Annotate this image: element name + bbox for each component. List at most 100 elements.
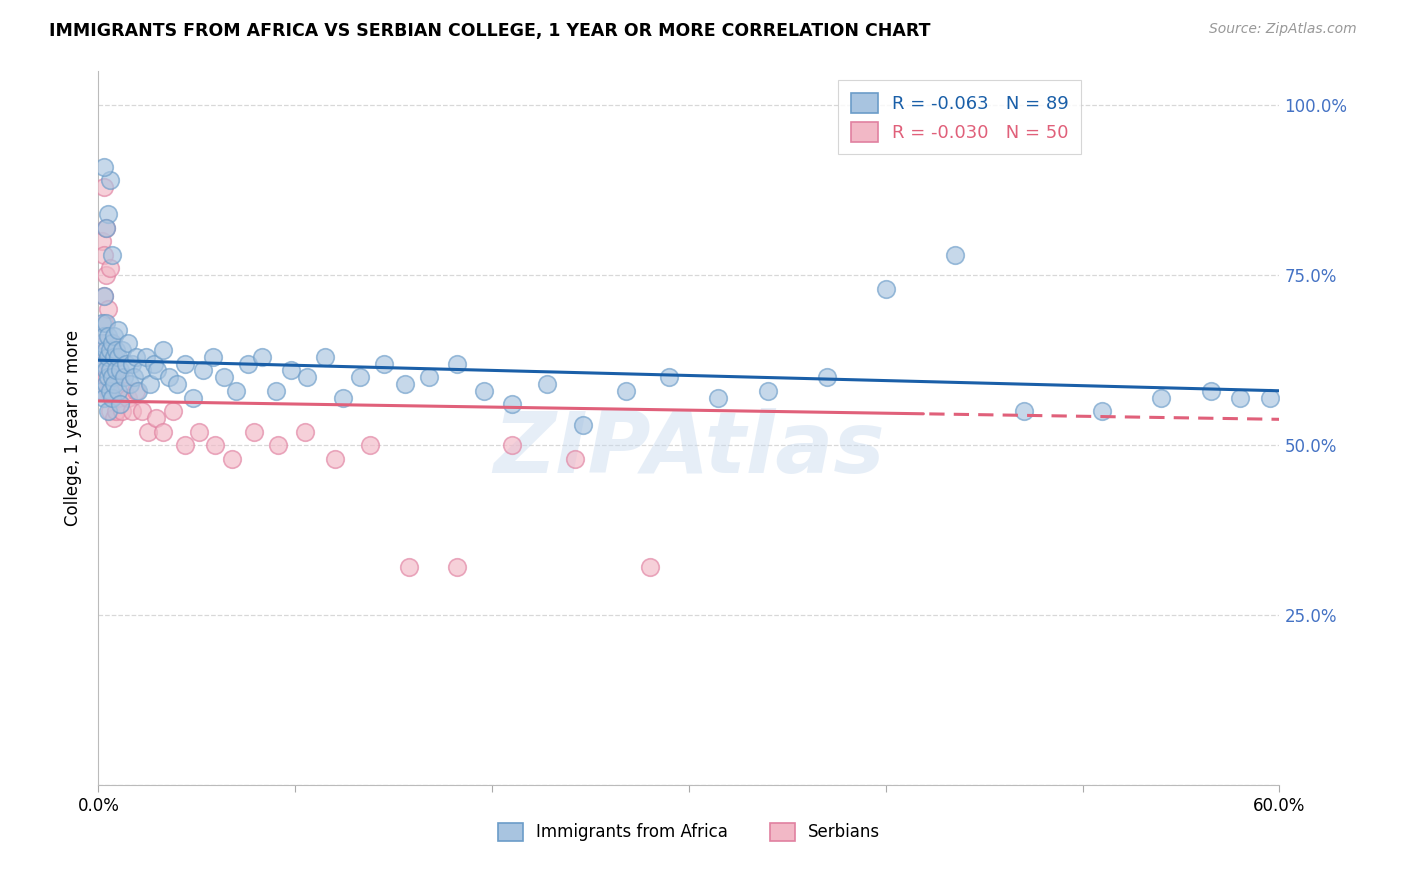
- Point: [332, 391, 354, 405]
- Point: [93, 316, 115, 330]
- Point: [96, 316, 118, 330]
- Point: [349, 370, 371, 384]
- Point: [98, 384, 121, 398]
- Point: [96, 336, 118, 351]
- Point: [97, 302, 120, 317]
- Point: [97, 370, 120, 384]
- Point: [373, 357, 395, 371]
- Point: [152, 343, 174, 357]
- Point: [236, 357, 259, 371]
- Point: [96, 370, 118, 384]
- Point: [145, 411, 167, 425]
- Point: [446, 357, 468, 371]
- Point: [97, 404, 120, 418]
- Point: [103, 370, 125, 384]
- Point: [446, 560, 468, 574]
- Point: [181, 391, 204, 405]
- Point: [127, 384, 149, 398]
- Point: [93, 329, 115, 343]
- Point: [107, 350, 129, 364]
- Point: [166, 376, 188, 391]
- Point: [638, 560, 661, 574]
- Point: [1012, 404, 1035, 418]
- Point: [221, 451, 243, 466]
- Point: [131, 404, 153, 418]
- Point: [91, 336, 114, 351]
- Point: [96, 343, 118, 357]
- Point: [122, 370, 145, 384]
- Point: [108, 370, 131, 384]
- Point: [1150, 391, 1173, 405]
- Point: [142, 357, 165, 371]
- Point: [1091, 404, 1114, 418]
- Legend: Immigrants from Africa, Serbians: Immigrants from Africa, Serbians: [491, 816, 887, 848]
- Point: [107, 323, 129, 337]
- Point: [118, 376, 141, 391]
- Point: [214, 370, 236, 384]
- Point: [103, 329, 125, 343]
- Point: [323, 451, 346, 466]
- Point: [96, 220, 118, 235]
- Point: [98, 343, 121, 357]
- Point: [135, 350, 157, 364]
- Point: [93, 160, 115, 174]
- Point: [1308, 254, 1330, 268]
- Point: [97, 357, 120, 371]
- Point: [472, 384, 495, 398]
- Point: [98, 404, 121, 418]
- Point: [101, 248, 124, 262]
- Point: [187, 425, 209, 439]
- Point: [564, 451, 586, 466]
- Point: [250, 350, 273, 364]
- Text: Source: ZipAtlas.com: Source: ZipAtlas.com: [1209, 22, 1357, 37]
- Point: [101, 370, 124, 384]
- Y-axis label: College, 1 year or more: College, 1 year or more: [65, 330, 83, 526]
- Point: [943, 248, 966, 262]
- Point: [93, 357, 115, 371]
- Point: [93, 288, 115, 302]
- Text: IMMIGRANTS FROM AFRICA VS SERBIAN COLLEGE, 1 YEAR OR MORE CORRELATION CHART: IMMIGRANTS FROM AFRICA VS SERBIAN COLLEG…: [49, 22, 931, 40]
- Point: [875, 282, 897, 296]
- Point: [707, 391, 730, 405]
- Point: [115, 357, 138, 371]
- Point: [157, 370, 180, 384]
- Point: [571, 417, 593, 432]
- Point: [93, 288, 115, 302]
- Point: [117, 391, 139, 405]
- Point: [97, 350, 120, 364]
- Point: [658, 370, 681, 384]
- Point: [97, 207, 120, 221]
- Point: [89, 357, 111, 371]
- Point: [91, 384, 114, 398]
- Point: [204, 438, 226, 452]
- Point: [191, 363, 214, 377]
- Point: [105, 404, 128, 418]
- Point: [501, 438, 523, 452]
- Point: [103, 411, 125, 425]
- Point: [101, 336, 124, 351]
- Point: [89, 350, 111, 364]
- Point: [101, 391, 124, 405]
- Point: [98, 261, 121, 276]
- Point: [91, 316, 114, 330]
- Point: [398, 560, 420, 574]
- Point: [93, 391, 115, 405]
- Point: [107, 391, 129, 405]
- Point: [264, 384, 287, 398]
- Point: [266, 438, 288, 452]
- Point: [418, 370, 440, 384]
- Point: [815, 370, 838, 384]
- Point: [105, 343, 128, 357]
- Point: [101, 336, 124, 351]
- Point: [103, 376, 125, 391]
- Point: [96, 220, 118, 235]
- Point: [501, 397, 523, 411]
- Point: [138, 376, 160, 391]
- Point: [359, 438, 381, 452]
- Point: [105, 363, 128, 377]
- Point: [162, 404, 184, 418]
- Point: [93, 248, 115, 262]
- Point: [146, 363, 169, 377]
- Point: [101, 384, 124, 398]
- Point: [111, 404, 134, 418]
